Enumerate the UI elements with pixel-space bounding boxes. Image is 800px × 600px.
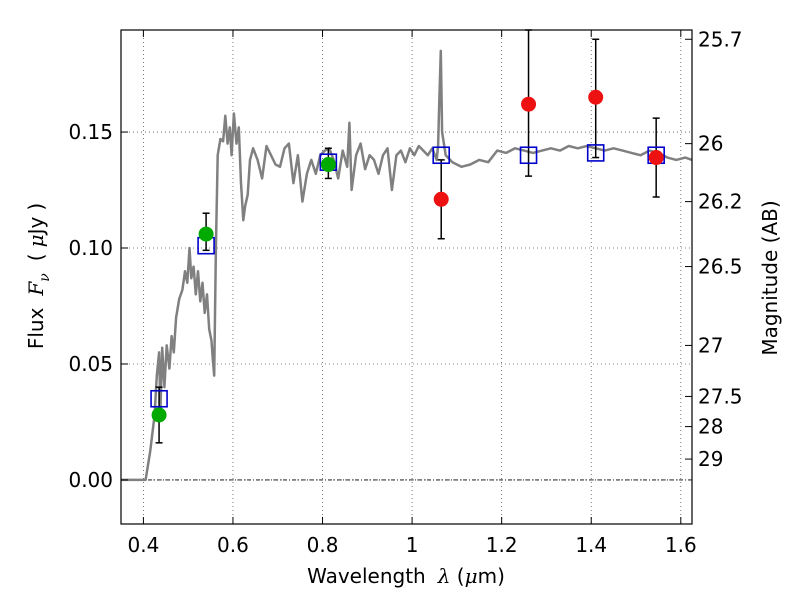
magnitude-tick-label: 26 <box>698 132 723 156</box>
x-tick-labels: 0.4 0.6 0.8 1 1.2 1.4 1.6 <box>127 533 696 557</box>
x-tick-label: 1 <box>406 533 419 557</box>
x-tick-label: 0.4 <box>127 533 159 557</box>
detection-point <box>320 157 336 173</box>
x-tick-label: 1.2 <box>486 533 518 557</box>
detection-point <box>198 226 214 242</box>
observed-photometry-markers <box>151 89 664 423</box>
magnitude-tick-label: 27.5 <box>698 384 743 408</box>
x-tick-label: 1.6 <box>665 533 697 557</box>
magnitude-tick-label: 28 <box>698 415 723 439</box>
x-tick-label: 0.8 <box>307 533 339 557</box>
model-spectrum-line <box>121 49 693 482</box>
x-tick-label: 1.4 <box>575 533 607 557</box>
x-tick-label: 0.6 <box>217 533 249 557</box>
x-axis-title: Wavelength λ (μm) <box>307 564 505 588</box>
magnitude-tick-label: 26.2 <box>698 190 743 214</box>
nondetection-point <box>521 96 537 112</box>
model-spectrum <box>121 49 693 482</box>
y-tick-label: 0.10 <box>68 236 113 260</box>
axis-ticks <box>121 30 692 524</box>
nondetection-point <box>648 150 664 166</box>
error-bars <box>155 29 660 444</box>
nondetection-point <box>433 191 449 207</box>
plot-frame <box>120 29 693 525</box>
nondetection-point <box>588 89 604 105</box>
y-tick-labels: 0.00 0.05 0.10 0.15 <box>68 120 113 492</box>
magnitude-tick-label: 26.5 <box>698 255 743 279</box>
model-photometry-square <box>519 146 538 165</box>
model-photometry-square <box>150 389 168 408</box>
grid-lines <box>121 30 692 524</box>
model-photometry-markers <box>150 144 665 408</box>
magnitude-tick-label: 25.7 <box>698 27 743 51</box>
magnitude-tick-labels: 25.7 26 26.2 26.5 27 27.5 28 29 <box>698 27 743 471</box>
y-tick-label: 0.00 <box>68 468 113 492</box>
model-photometry-square <box>432 146 451 165</box>
y-tick-label: 0.15 <box>68 120 113 144</box>
model-photometry-square <box>586 144 605 162</box>
detection-point <box>151 407 167 423</box>
magnitude-tick-label: 29 <box>698 447 723 471</box>
magnitude-tick-label: 27 <box>698 333 723 357</box>
y-axis-title: FluxFν(μJy) <box>24 203 53 349</box>
magnitude-axis-title: Magnitude (AB) <box>758 200 782 355</box>
y-tick-label: 0.05 <box>68 352 113 376</box>
